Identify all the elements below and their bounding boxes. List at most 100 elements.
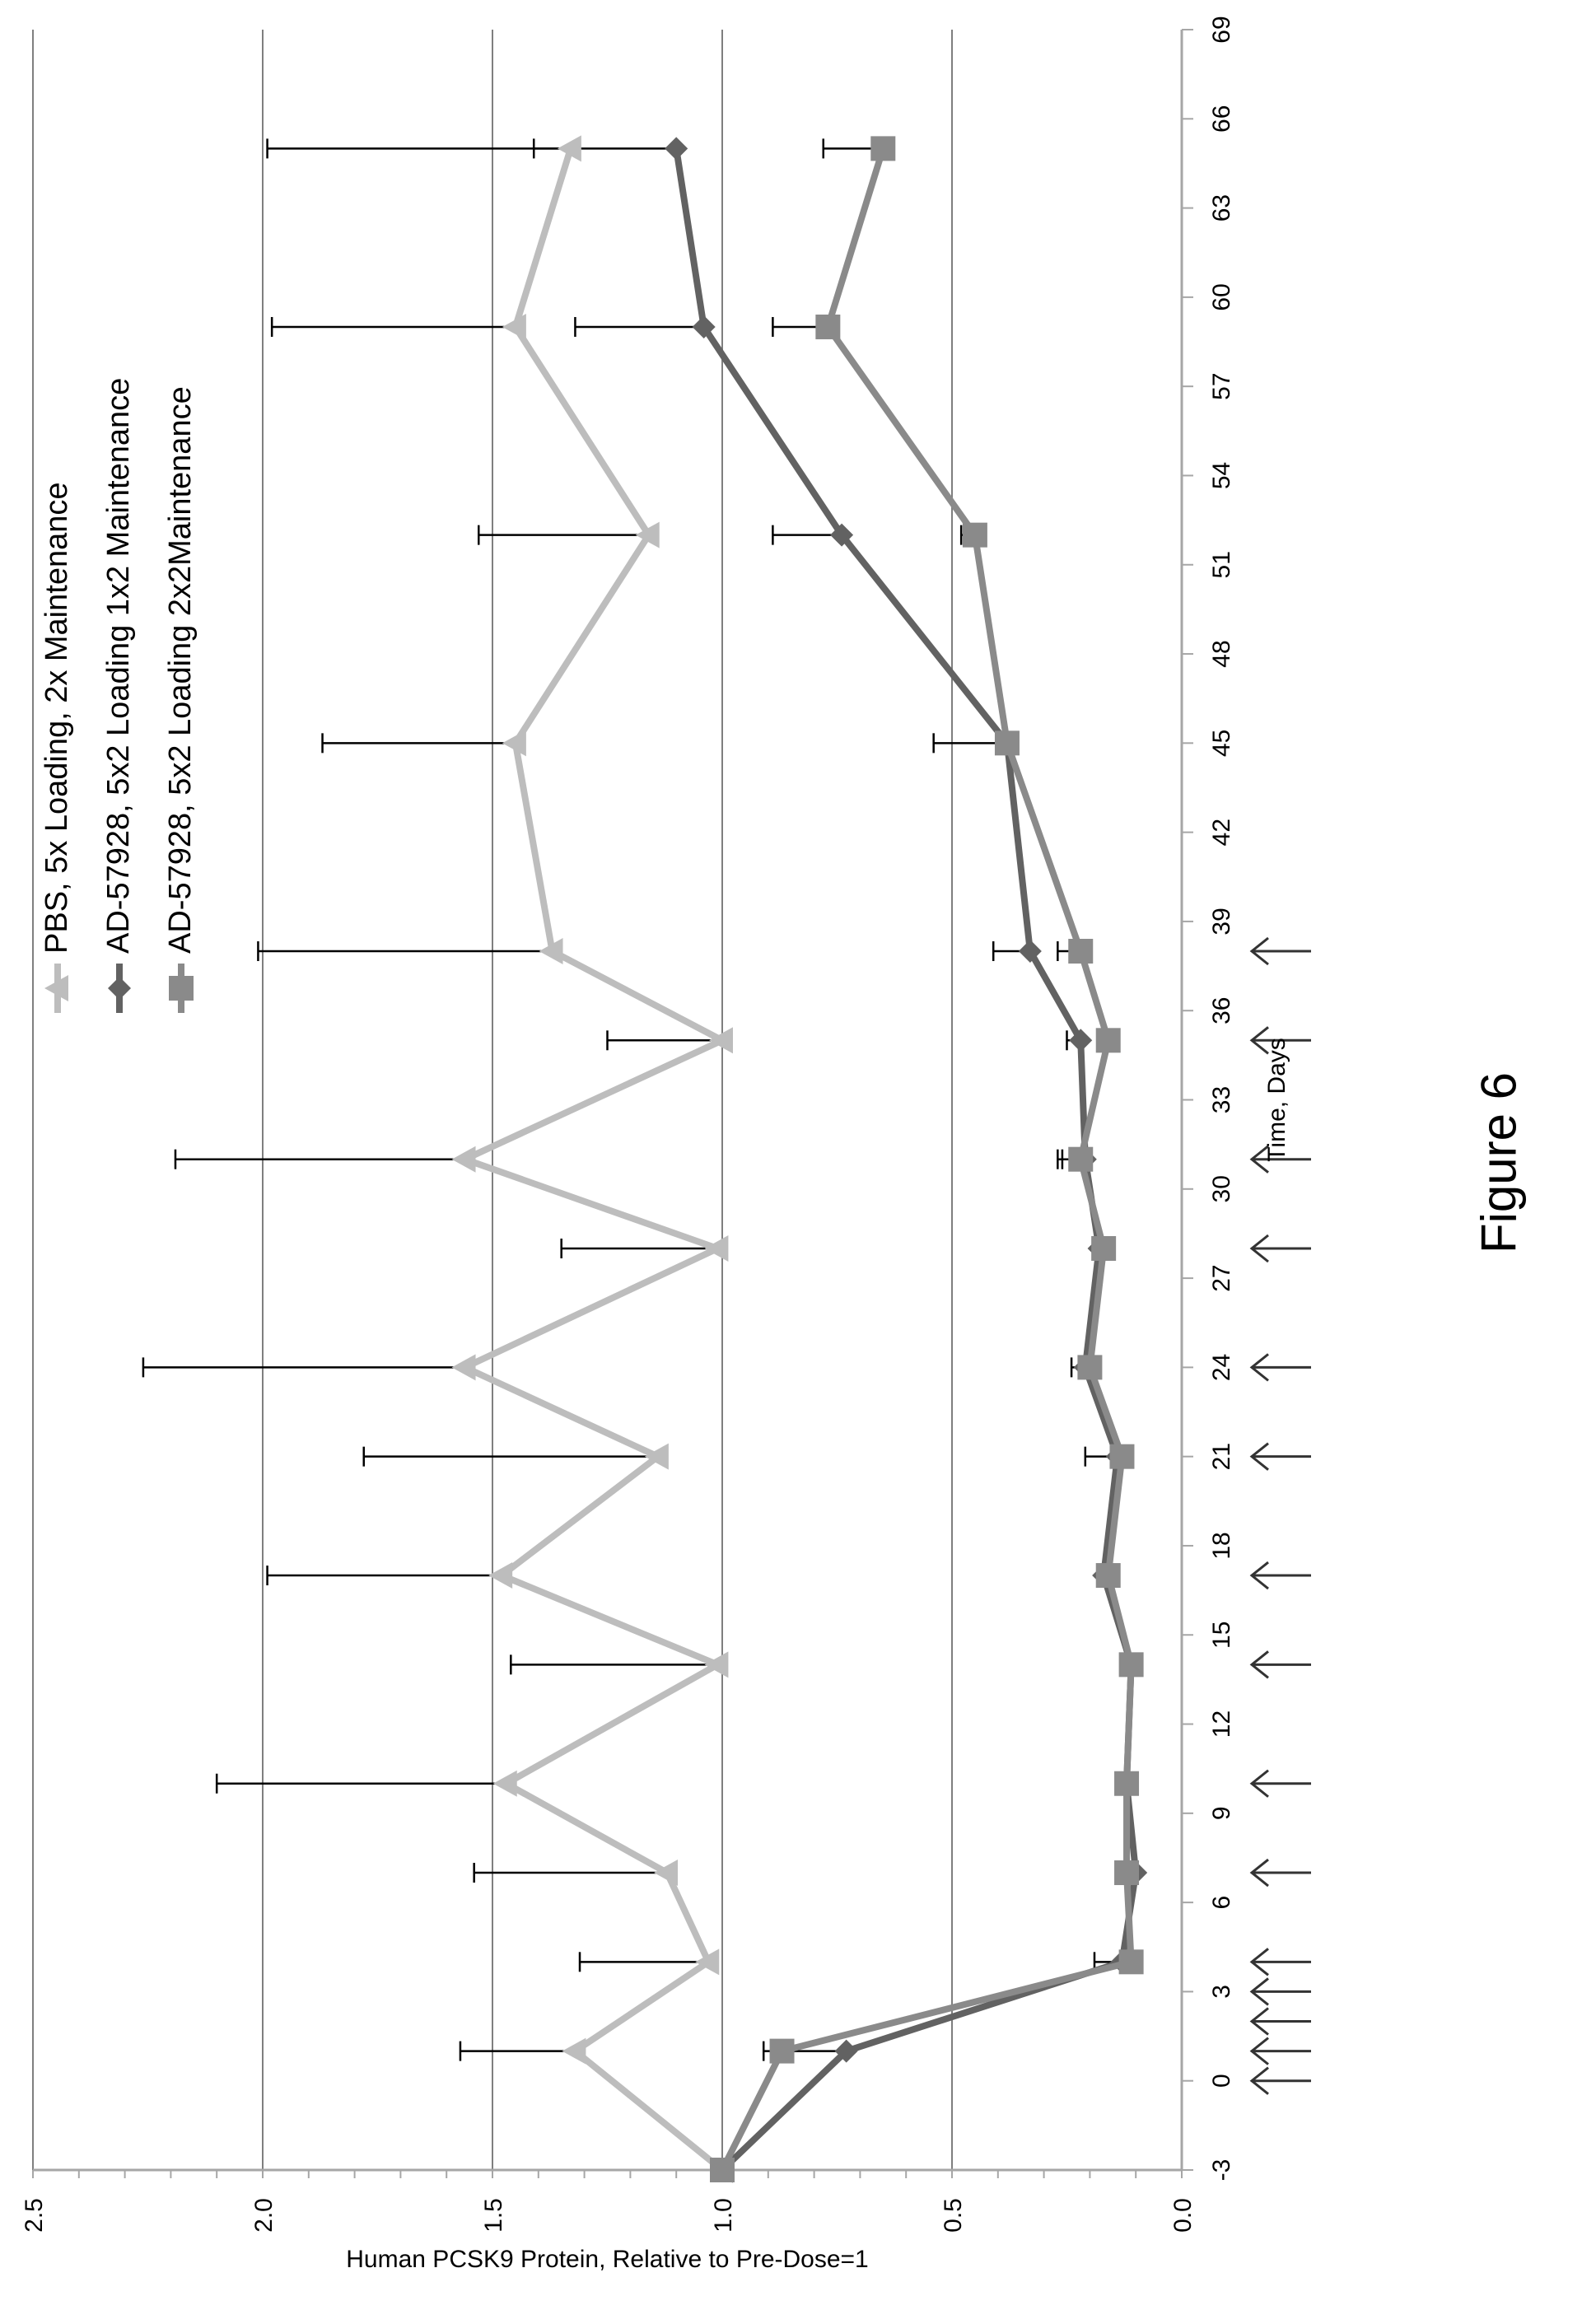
y-axis-title: Human PCSK9 Protein, Relative to Pre-Dos… [346,2246,868,2273]
data-point-square [1095,1028,1121,1053]
legend-label: AD-57928, 5x2 Loading 2x2Maintenance [163,386,198,954]
gridlines [32,30,953,2170]
x-tick-label: 60 [1208,283,1235,310]
legend-swatch-marker [108,977,131,1000]
data-point-square [994,730,1020,756]
dose-arrow-head [1249,2007,1269,2036]
data-point-square [1114,1771,1140,1796]
x-tick-label: 66 [1208,105,1235,133]
y-tick-label: 2.5 [21,2198,48,2233]
dose-arrow-head [1249,1650,1269,1679]
data-point-square [1077,1355,1103,1380]
error-bars [142,138,1127,2061]
data-point-square [1118,1652,1144,1678]
data-point-triangle [695,1948,720,1976]
x-tick-label: 21 [1208,1443,1235,1470]
x-tick-label: 48 [1208,640,1235,667]
dose-arrow-head [1249,2037,1269,2065]
data-point-triangle [644,1443,669,1470]
x-tick-label: 6 [1208,1896,1235,1910]
x-tick-label: 42 [1208,819,1235,846]
x-tick-label: 12 [1208,1710,1235,1738]
y-tick-label: 1.0 [710,2198,737,2233]
data-point-diamond [1018,940,1042,964]
data-point-square [769,2038,795,2064]
y-tick-label: 0.5 [940,2198,967,2233]
dose-arrow-head [1249,1561,1269,1590]
legend-entry: AD-57928, 5x2 Loading 2x2Maintenance [163,386,198,1013]
data-point-triangle [704,1234,729,1262]
y-tick-label: 0.0 [1169,2198,1197,2233]
data-point-triangle [451,1354,476,1381]
data-point-square [815,314,841,339]
tick-labels: 0.00.51.01.52.02.5-303691215182124273033… [21,16,1290,2273]
x-tick-label: 18 [1208,1532,1235,1559]
data-point-diamond [830,523,854,547]
x-tick-label: 57 [1208,372,1235,399]
dose-arrow-head [1249,1145,1269,1174]
dose-arrow-head [1249,1234,1269,1263]
data-point-square [1118,1949,1144,1975]
legend: PBS, 5x Loading, 2x Maintenance AD-57928,… [40,378,198,1013]
data-point-triangle [492,1770,517,1797]
x-tick-label: 15 [1208,1622,1235,1649]
legend-label: AD-57928, 5x2 Loading 1x2 Maintenance [101,378,136,954]
dose-arrow-head [1249,1026,1269,1055]
data-point-diamond [834,2039,858,2063]
data-point-triangle [539,938,563,965]
data-point-triangle [451,1146,476,1173]
data-point-diamond [1069,1029,1093,1052]
dose-arrow-head [1249,1977,1269,2006]
dose-arrow-head [1249,1858,1269,1888]
legend-label: PBS, 5x Loading, 2x Maintenance [40,483,74,954]
data-point-triangle [488,1562,513,1589]
y-tick-label: 1.5 [480,2198,507,2233]
legend-entry: AD-57928, 5x2 Loading 1x2 Maintenance [101,378,136,1013]
data-point-triangle [635,521,660,548]
data-point-triangle [562,2037,586,2065]
data-point-square [1109,1444,1135,1469]
series-square [710,136,1144,2182]
x-tick-label: 69 [1208,16,1235,43]
data-point-triangle [709,1027,733,1054]
x-tick-label: 63 [1208,194,1235,222]
x-tick-label: 3 [1208,1985,1235,1999]
dose-arrow-head [1249,1948,1269,1976]
legend-swatch-marker [44,975,68,1001]
x-tick-label: 45 [1208,730,1235,757]
dose-arrow-head [1249,936,1269,966]
data-point-diamond [665,137,688,161]
x-tick-label: 51 [1208,551,1235,578]
data-point-square [1068,1146,1094,1172]
x-tick-label: 36 [1208,997,1235,1024]
series-triangle [451,135,733,2183]
x-tick-label: 9 [1208,1806,1235,1820]
legend-swatch-marker [169,976,194,1001]
data-series [451,135,1148,2183]
dose-arrow-head [1249,1769,1269,1798]
x-tick-label: 27 [1208,1264,1235,1291]
data-point-triangle [654,1860,679,1887]
x-tick-label: -3 [1208,2159,1235,2182]
x-tick-label: 0 [1208,2074,1235,2088]
data-point-square [1114,1860,1140,1886]
x-tick-label: 39 [1208,908,1235,935]
x-tick-label: 24 [1208,1354,1235,1381]
x-tick-label: 30 [1208,1175,1235,1202]
dose-arrow-head [1249,1353,1269,1382]
data-point-square [870,136,896,161]
x-axis-title: Time, Days [1263,1038,1290,1162]
data-point-triangle [502,730,526,757]
figure-caption: Figure 6 [1471,1071,1527,1254]
legend-entry: PBS, 5x Loading, 2x Maintenance [40,483,74,1013]
data-point-triangle [557,135,581,162]
data-point-square [1091,1235,1117,1261]
series-line [461,147,726,2173]
dose-arrow-head [1249,1442,1269,1471]
dosing-arrows [1249,936,1311,2095]
axes [32,29,1193,2178]
y-tick-label: 2.0 [250,2198,278,2233]
data-point-square [1095,1563,1121,1589]
